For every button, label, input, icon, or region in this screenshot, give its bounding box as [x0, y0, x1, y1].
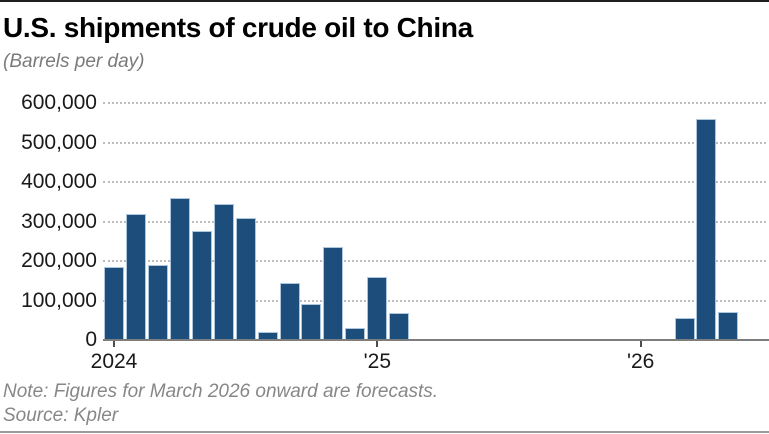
gridline-400000 — [103, 181, 766, 183]
footnote: Note: Figures for March 2026 onward are … — [3, 381, 439, 402]
gridline-500000 — [103, 141, 766, 144]
chart-subtitle: (Barrels per day) — [3, 51, 145, 72]
bar-jul-2024 — [235, 218, 256, 340]
bar-nov-2024 — [323, 247, 344, 340]
source-credit: Source: Kpler — [3, 405, 119, 426]
x-axis-tick-label: '25 — [363, 350, 391, 373]
top-rule — [0, 0, 769, 2]
bar-jan-2024 — [104, 267, 124, 340]
bar-feb-2024 — [125, 214, 146, 340]
bar-sep-2024 — [279, 283, 300, 340]
gridline-300000 — [103, 220, 766, 223]
bar-mar-2026 — [674, 318, 695, 340]
x-axis-tick-label: '26 — [626, 350, 655, 373]
bar-may-2024 — [191, 231, 212, 340]
x-axis-tick-26 — [639, 341, 642, 347]
x-axis-tick-2024 — [113, 341, 115, 347]
x-axis-tick-25 — [376, 341, 379, 347]
page-title: U.S. shipments of crude oil to China — [3, 12, 473, 43]
gridline-600000 — [103, 102, 766, 104]
bar-oct-2024 — [301, 304, 322, 340]
bar-mar-2024 — [147, 265, 168, 340]
x-axis-line — [103, 339, 769, 341]
bar-feb-2025 — [389, 313, 410, 340]
y-axis-tick-label: 300,000 — [21, 209, 97, 233]
bar-may-2026 — [718, 312, 739, 340]
bar-apr-2026 — [696, 119, 717, 340]
x-axis-tick-label: 2024 — [90, 350, 138, 373]
y-axis-tick-label: 100,000 — [21, 288, 97, 312]
bar-jan-2025 — [367, 277, 388, 340]
bar-aug-2024 — [257, 332, 278, 340]
gridline-100000 — [103, 299, 766, 302]
y-axis-tick-label: 600,000 — [21, 91, 97, 114]
y-axis-tick-label: 200,000 — [21, 249, 97, 272]
bar-apr-2024 — [169, 198, 190, 340]
y-axis-tick-label: 500,000 — [21, 130, 97, 154]
bar-dec-2024 — [345, 328, 366, 340]
gridline-200000 — [103, 260, 766, 262]
bar-jun-2024 — [213, 204, 234, 340]
bottom-rule — [0, 431, 769, 433]
y-axis-tick-label: 0 — [85, 328, 97, 351]
y-axis-tick-label: 400,000 — [21, 170, 97, 193]
